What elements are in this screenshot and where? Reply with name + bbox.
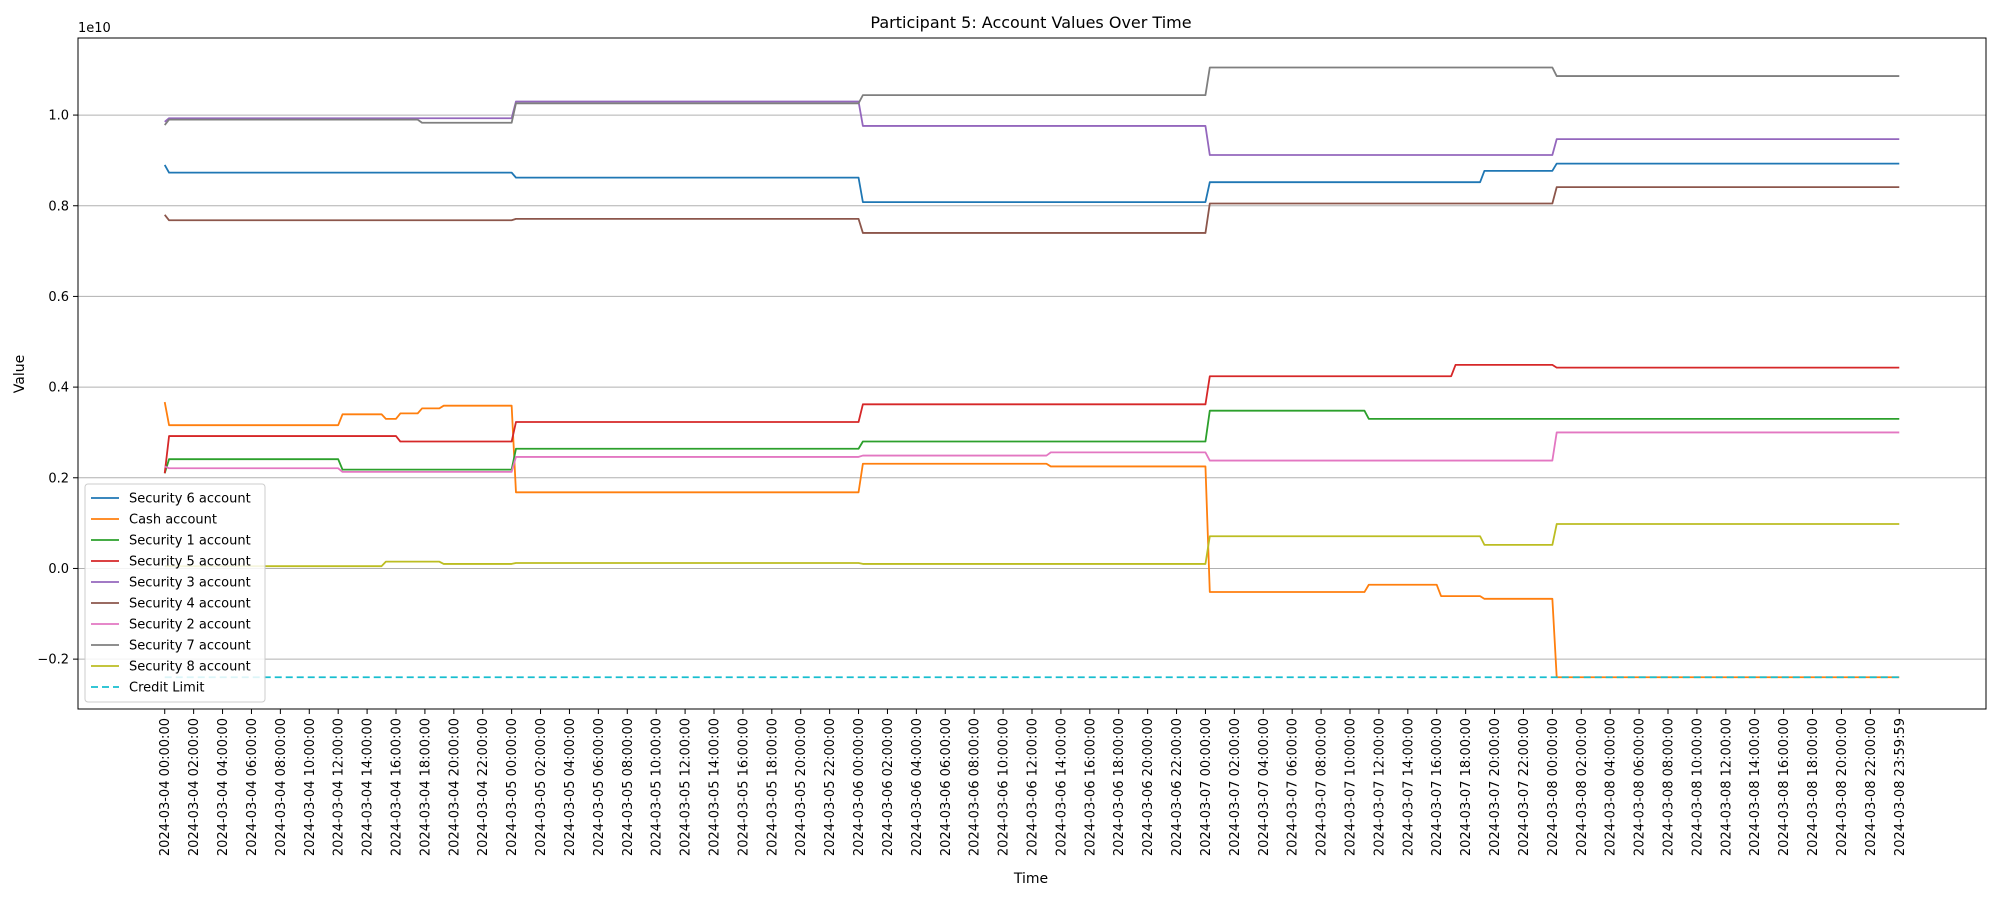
y-axis-offset-label: 1e10 <box>78 21 111 36</box>
x-tick-label: 2024-03-04 06:00:00 <box>245 718 260 856</box>
series-line <box>164 66 1900 126</box>
x-tick-label: 2024-03-06 12:00:00 <box>1026 718 1041 856</box>
x-tick-label: 2024-03-05 12:00:00 <box>679 718 694 856</box>
x-tick-label: 2024-03-08 00:00:00 <box>1546 718 1561 856</box>
series-line <box>164 100 1900 156</box>
x-tick-label: 2024-03-07 08:00:00 <box>1315 718 1330 856</box>
x-tick-label: 2024-03-08 04:00:00 <box>1604 718 1619 856</box>
y-tick-label: 1.0 <box>48 109 69 124</box>
x-tick-label: 2024-03-07 14:00:00 <box>1401 718 1416 856</box>
x-tick-label: 2024-03-04 12:00:00 <box>332 718 347 856</box>
x-tick-label: 2024-03-08 06:00:00 <box>1633 718 1648 856</box>
x-tick-label: 2024-03-05 02:00:00 <box>534 718 549 856</box>
x-tick-label: 2024-03-04 10:00:00 <box>303 718 318 856</box>
legend-entry: Credit Limit <box>129 681 204 696</box>
x-tick-label: 2024-03-05 06:00:00 <box>592 718 607 856</box>
x-tick-label: 2024-03-07 20:00:00 <box>1488 718 1503 856</box>
legend-entry: Security 5 account <box>129 555 251 570</box>
x-tick-label: 2024-03-08 02:00:00 <box>1575 718 1590 856</box>
x-tick-label: 2024-03-05 14:00:00 <box>708 718 723 856</box>
legend: Security 6 account Cash account Security 1… <box>84 483 266 703</box>
x-tick-label: 2024-03-07 00:00:00 <box>1199 718 1214 856</box>
x-tick-label: 2024-03-07 04:00:00 <box>1257 718 1272 856</box>
y-axis-ticks: −0.2 0.0 0.2 0.4 0.6 0.8 1.0 <box>37 109 78 668</box>
series-line <box>164 523 1900 568</box>
x-tick-label: 2024-03-04 18:00:00 <box>418 718 433 856</box>
x-tick-label: 2024-03-05 08:00:00 <box>621 718 636 856</box>
x-tick-label: 2024-03-08 18:00:00 <box>1806 718 1821 856</box>
x-tick-label: 2024-03-06 02:00:00 <box>881 718 896 856</box>
series-line <box>163 409 1900 474</box>
x-tick-label: 2024-03-06 14:00:00 <box>1054 718 1069 856</box>
x-tick-label: 2024-03-06 18:00:00 <box>1112 718 1127 856</box>
x-tick-label: 2024-03-04 14:00:00 <box>361 718 376 856</box>
x-tick-label: 2024-03-04 22:00:00 <box>476 718 491 856</box>
gridlines <box>78 114 1986 660</box>
legend-entry: Security 7 account <box>129 639 251 654</box>
x-tick-label: 2024-03-06 06:00:00 <box>939 718 954 856</box>
x-tick-label: 2024-03-08 20:00:00 <box>1835 718 1850 856</box>
x-tick-label: 2024-03-07 22:00:00 <box>1517 718 1532 856</box>
x-tick-label: 2024-03-08 16:00:00 <box>1777 718 1792 856</box>
x-tick-label: 2024-03-04 00:00:00 <box>158 718 173 856</box>
x-tick-label: 2024-03-06 00:00:00 <box>852 718 867 856</box>
series-line <box>164 431 1900 473</box>
y-tick-label: 0.8 <box>48 199 69 214</box>
y-tick-label: 0.4 <box>48 381 69 396</box>
x-tick-label: 2024-03-08 12:00:00 <box>1719 718 1734 856</box>
series-line <box>163 401 1900 679</box>
y-tick-label: 0.6 <box>48 290 69 305</box>
y-tick-label: 0.0 <box>48 562 69 577</box>
legend-entry: Security 2 account <box>129 618 251 633</box>
x-tick-label: 2024-03-06 16:00:00 <box>1083 718 1098 856</box>
x-tick-label: 2024-03-07 02:00:00 <box>1228 718 1243 856</box>
x-tick-label: 2024-03-05 10:00:00 <box>650 718 665 856</box>
x-tick-label: 2024-03-06 20:00:00 <box>1141 718 1156 856</box>
x-tick-label: 2024-03-04 02:00:00 <box>187 718 202 856</box>
x-tick-label: 2024-03-05 04:00:00 <box>563 718 578 856</box>
x-tick-label: 2024-03-05 20:00:00 <box>794 718 809 856</box>
x-axis-ticks: 2024-03-04 00:00:00 2024-03-04 02:00:00 20… <box>158 709 1908 856</box>
legend-entry: Security 8 account <box>129 660 251 675</box>
x-tick-label: 2024-03-06 22:00:00 <box>1170 718 1185 856</box>
x-tick-label: 2024-03-05 00:00:00 <box>505 718 520 856</box>
legend-entry: Cash account <box>129 513 217 528</box>
x-tick-label: 2024-03-05 16:00:00 <box>736 718 751 856</box>
x-tick-label: 2024-03-06 10:00:00 <box>997 718 1012 856</box>
legend-box <box>84 483 266 703</box>
x-tick-label: 2024-03-08 22:00:00 <box>1864 718 1879 856</box>
y-tick-label: 0.2 <box>48 471 69 486</box>
y-axis-label: Value <box>12 355 28 393</box>
chart-title: Participant 5: Account Values Over Time <box>870 13 1191 32</box>
series-lines <box>163 66 1900 679</box>
x-tick-label: 2024-03-04 16:00:00 <box>390 718 405 856</box>
x-tick-label: 2024-03-05 22:00:00 <box>823 718 838 856</box>
x-tick-label: 2024-03-06 08:00:00 <box>968 718 983 856</box>
legend-entry: Security 4 account <box>129 597 251 612</box>
y-tick-label: −0.2 <box>37 653 69 668</box>
x-tick-label: 2024-03-05 18:00:00 <box>765 718 780 856</box>
x-tick-label: 2024-03-04 20:00:00 <box>447 718 462 856</box>
x-tick-label: 2024-03-08 14:00:00 <box>1748 718 1763 856</box>
x-tick-label: 2024-03-06 04:00:00 <box>910 718 925 856</box>
x-tick-label: 2024-03-04 04:00:00 <box>216 718 231 856</box>
x-tick-label: 2024-03-08 10:00:00 <box>1690 718 1705 856</box>
x-tick-label: 2024-03-07 10:00:00 <box>1344 718 1359 856</box>
x-tick-label: 2024-03-07 16:00:00 <box>1430 718 1445 856</box>
x-tick-label: 2024-03-07 18:00:00 <box>1459 718 1474 856</box>
series-line <box>163 363 1900 474</box>
x-tick-label: 2024-03-07 12:00:00 <box>1372 718 1387 856</box>
x-tick-label: 2024-03-04 08:00:00 <box>274 718 289 856</box>
legend-entry: Security 6 account <box>129 492 251 507</box>
x-tick-label: 2024-03-08 08:00:00 <box>1662 718 1677 856</box>
x-axis-label: Time <box>1013 871 1048 887</box>
series-line <box>163 162 1900 204</box>
series-line <box>164 186 1900 234</box>
x-tick-label: 2024-03-07 06:00:00 <box>1286 718 1301 856</box>
legend-entry: Security 1 account <box>129 534 251 549</box>
x-tick-label: 2024-03-08 23:59:59 <box>1893 718 1908 856</box>
legend-entry: Security 3 account <box>129 576 251 591</box>
